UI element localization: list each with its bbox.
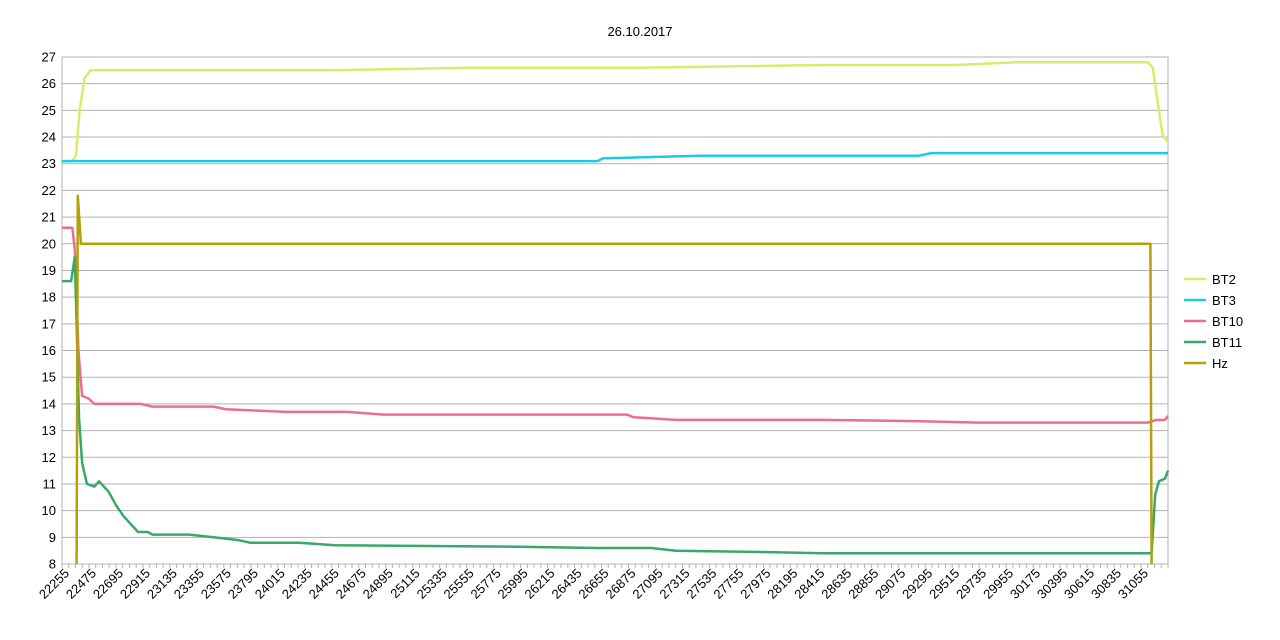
y-tick-label: 12 <box>42 450 56 465</box>
x-tick-label: 29075 <box>872 566 908 602</box>
y-tick-label: 25 <box>42 103 56 118</box>
x-tick-label: 24675 <box>333 566 369 602</box>
series-line-bt10 <box>62 226 1169 424</box>
x-tick-label: 27315 <box>656 566 692 602</box>
y-tick-label: 15 <box>42 370 56 385</box>
legend-label: BT3 <box>1212 293 1236 308</box>
x-tick-label: 24235 <box>279 566 315 602</box>
legend-label: Hz <box>1212 356 1228 371</box>
y-tick-label: 20 <box>42 236 56 251</box>
x-tick-label: 23795 <box>225 566 261 602</box>
x-tick-label: 24895 <box>360 566 396 602</box>
gridlines <box>62 56 1168 565</box>
x-tick-label: 23135 <box>144 566 180 602</box>
x-tick-label: 23355 <box>171 566 207 602</box>
y-tick-label: 23 <box>42 156 56 171</box>
y-tick-label: 8 <box>49 557 56 572</box>
y-tick-label: 18 <box>42 290 56 305</box>
x-tick-label: 27095 <box>629 566 665 602</box>
x-tick-label: 29295 <box>899 566 935 602</box>
y-tick-label: 10 <box>42 503 56 518</box>
x-tick-label: 23575 <box>198 566 234 602</box>
x-tick-label: 30835 <box>1088 566 1124 602</box>
y-axis: 8 9 10 11 12 13 14 15 16 17 18 19 20 21 22 23 24 25 26 27 <box>42 50 56 572</box>
x-tick-label: 22915 <box>117 566 153 602</box>
y-tick-label: 17 <box>42 316 56 331</box>
legend-label: BT10 <box>1212 314 1243 329</box>
x-tick-label: 26655 <box>575 566 611 602</box>
series-line-bt2 <box>62 61 1170 163</box>
x-axis: 2225522475226952291523135233552357523795… <box>36 564 1169 602</box>
legend: BT2 BT3 BT10 BT11 Hz <box>1184 272 1243 371</box>
y-tick-label: 27 <box>42 50 56 65</box>
y-tick-label: 24 <box>42 130 56 145</box>
series-line-bt3 <box>62 151 1168 163</box>
legend-label: BT11 <box>1212 335 1242 350</box>
y-tick-label: 26 <box>42 76 56 91</box>
x-tick-label: 30615 <box>1061 566 1097 602</box>
plot-border <box>61 56 1169 565</box>
x-tick-label: 22695 <box>90 566 126 602</box>
x-tick-label: 25335 <box>414 566 450 602</box>
x-tick-label: 29735 <box>953 566 989 602</box>
x-tick-label: 27755 <box>710 566 746 602</box>
y-tick-label: 16 <box>42 343 56 358</box>
x-tick-label: 30175 <box>1007 566 1043 602</box>
x-tick-label: 28195 <box>764 566 800 602</box>
y-tick-label: 14 <box>42 396 56 411</box>
y-tick-label: 21 <box>42 210 56 225</box>
series-lines <box>62 61 1170 565</box>
y-tick-label: 22 <box>42 183 56 198</box>
x-tick-label: 25775 <box>468 566 504 602</box>
x-tick-label: 25555 <box>441 566 477 602</box>
chart-title: 26.10.2017 <box>607 24 672 39</box>
y-tick-label: 11 <box>43 476 57 491</box>
legend-label: BT2 <box>1212 272 1236 287</box>
series-line-bt11 <box>62 255 1170 555</box>
x-tick-label: 30395 <box>1034 566 1070 602</box>
x-tick-label: 28415 <box>791 566 827 602</box>
x-tick-label: 31055 <box>1115 566 1151 602</box>
plot-area <box>61 56 1169 565</box>
y-tick-label: 9 <box>49 530 56 545</box>
x-tick-label: 28855 <box>845 566 881 602</box>
x-tick-label: 26875 <box>602 566 638 602</box>
series-line-hz <box>75 194 1153 565</box>
y-tick-label: 13 <box>42 423 56 438</box>
x-tick-label: 26215 <box>522 566 558 602</box>
x-tick-label: 28635 <box>818 566 854 602</box>
y-tick-label: 19 <box>42 263 56 278</box>
